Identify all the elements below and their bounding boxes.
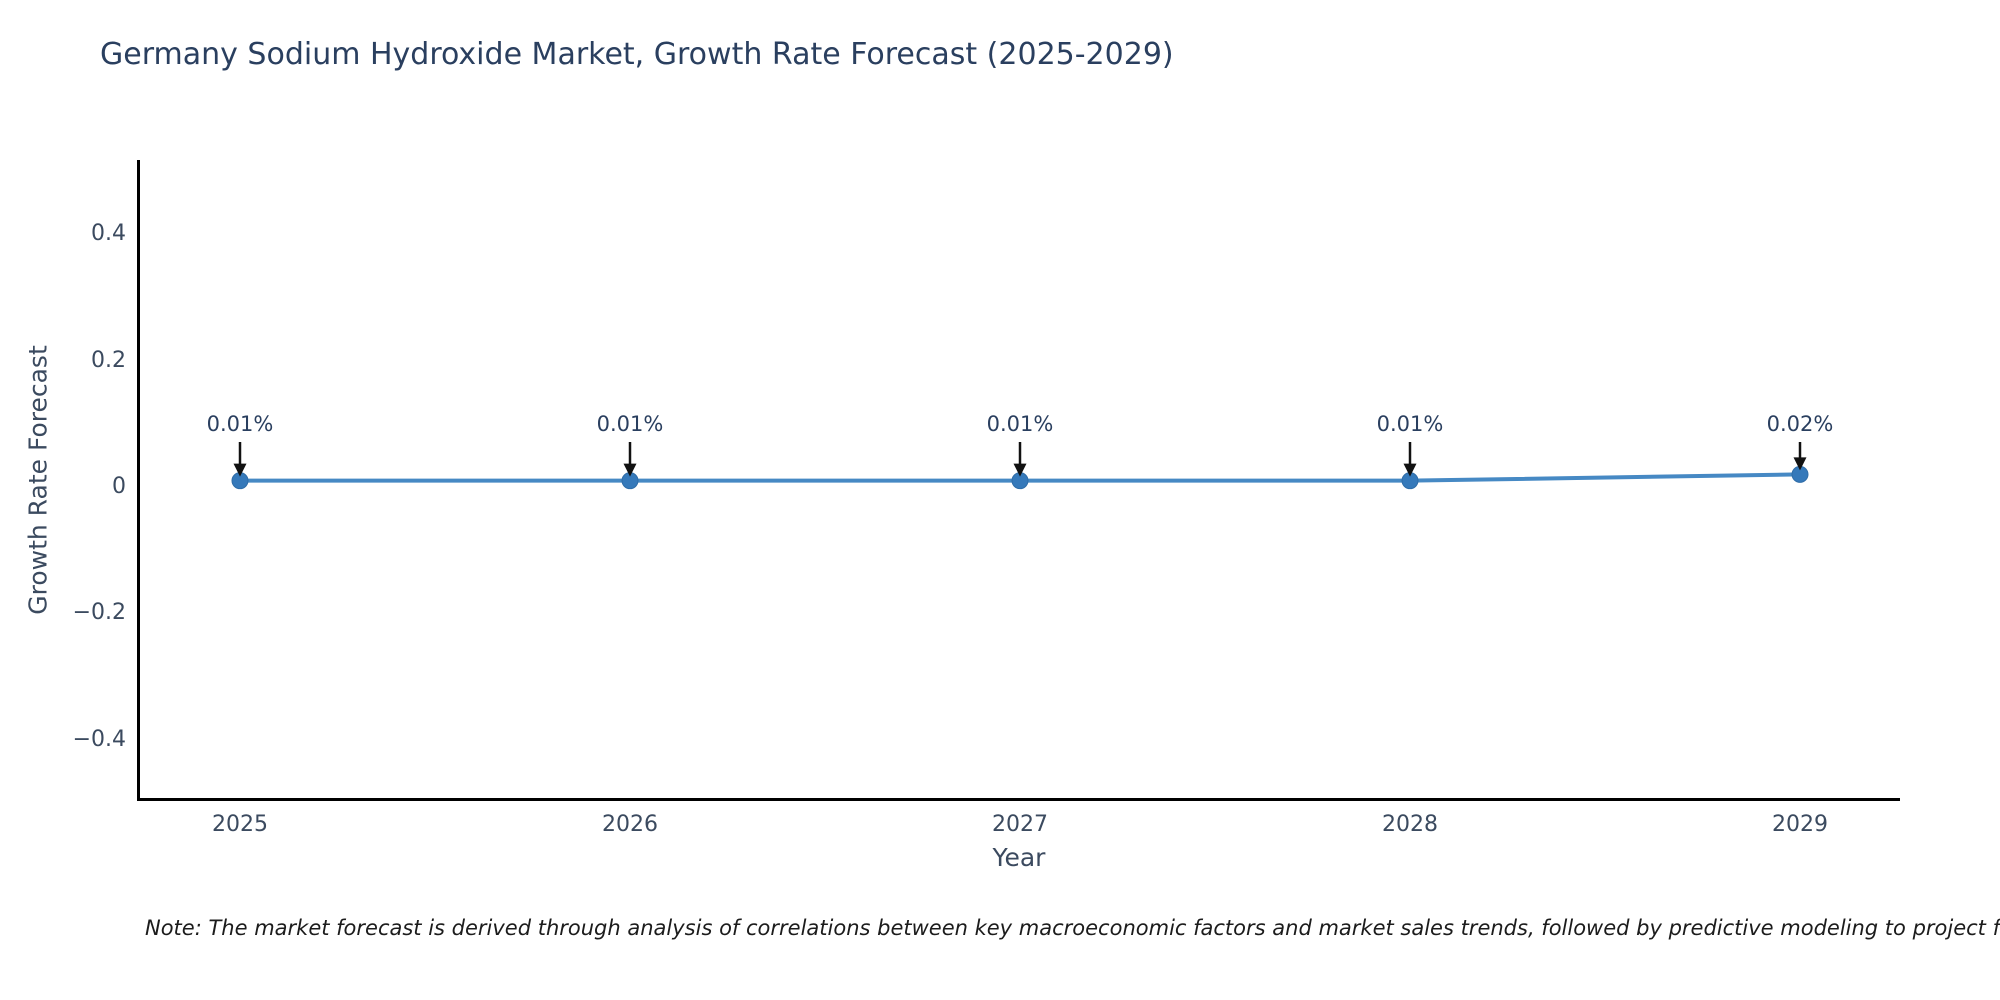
x-tick-label: 2028 <box>1382 812 1438 837</box>
y-tick-label: −0.4 <box>72 726 126 752</box>
x-axis-title: Year <box>992 843 1046 872</box>
footnote: Note: The market forecast is derived thr… <box>145 916 2000 940</box>
x-tick-label: 2025 <box>212 812 268 837</box>
x-tick-label: 2029 <box>1772 812 1828 837</box>
y-tick-label: −0.2 <box>72 600 126 626</box>
x-tick-label: 2026 <box>602 812 658 837</box>
y-tick-label: 0 <box>112 474 126 499</box>
chart-title: Germany Sodium Hydroxide Market, Growth … <box>100 37 1174 72</box>
y-tick-label: 0.4 <box>91 221 126 247</box>
x-tick-label: 2027 <box>992 812 1048 837</box>
y-tick-label: 0.2 <box>91 347 126 373</box>
plot-area <box>137 160 1900 801</box>
